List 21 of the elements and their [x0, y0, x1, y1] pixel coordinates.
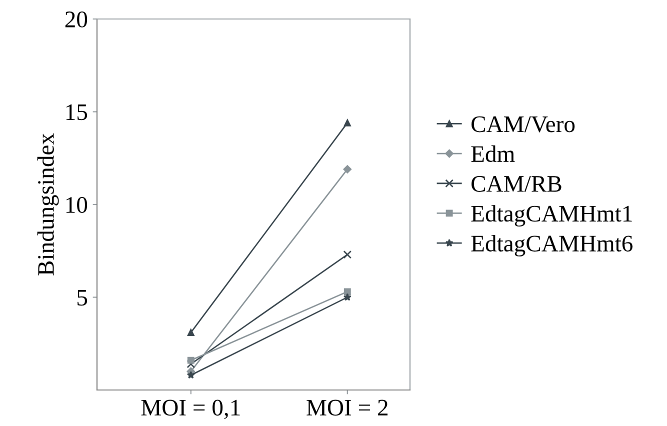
- legend-label: CAM/RB: [472, 176, 562, 192]
- legend-label: EdtagCAMHmt6: [471, 234, 633, 256]
- point: [343, 250, 352, 259]
- point: [344, 288, 351, 296]
- point: [186, 370, 195, 379]
- point: [187, 356, 194, 364]
- y-tick-label: 10: [66, 196, 88, 213]
- point: [343, 165, 352, 174]
- y-tick-label: 20: [65, 11, 88, 28]
- point: [344, 119, 351, 126]
- x-tick-label: MOI = 2: [306, 400, 388, 416]
- legend-label: CAM/Vero: [472, 116, 575, 132]
- legend-label: EdtagCAMHmt1: [471, 205, 632, 227]
- x-tick-label: MOI = 0,1: [141, 400, 240, 420]
- point: [187, 329, 194, 336]
- legend-label: Edm: [471, 145, 515, 162]
- y-tick-label: 15: [66, 104, 88, 120]
- y-tick-label: 5: [78, 290, 88, 306]
- point: [343, 293, 352, 301]
- y-axis-title: Bindungsindex: [37, 133, 59, 276]
- point: [186, 360, 196, 368]
